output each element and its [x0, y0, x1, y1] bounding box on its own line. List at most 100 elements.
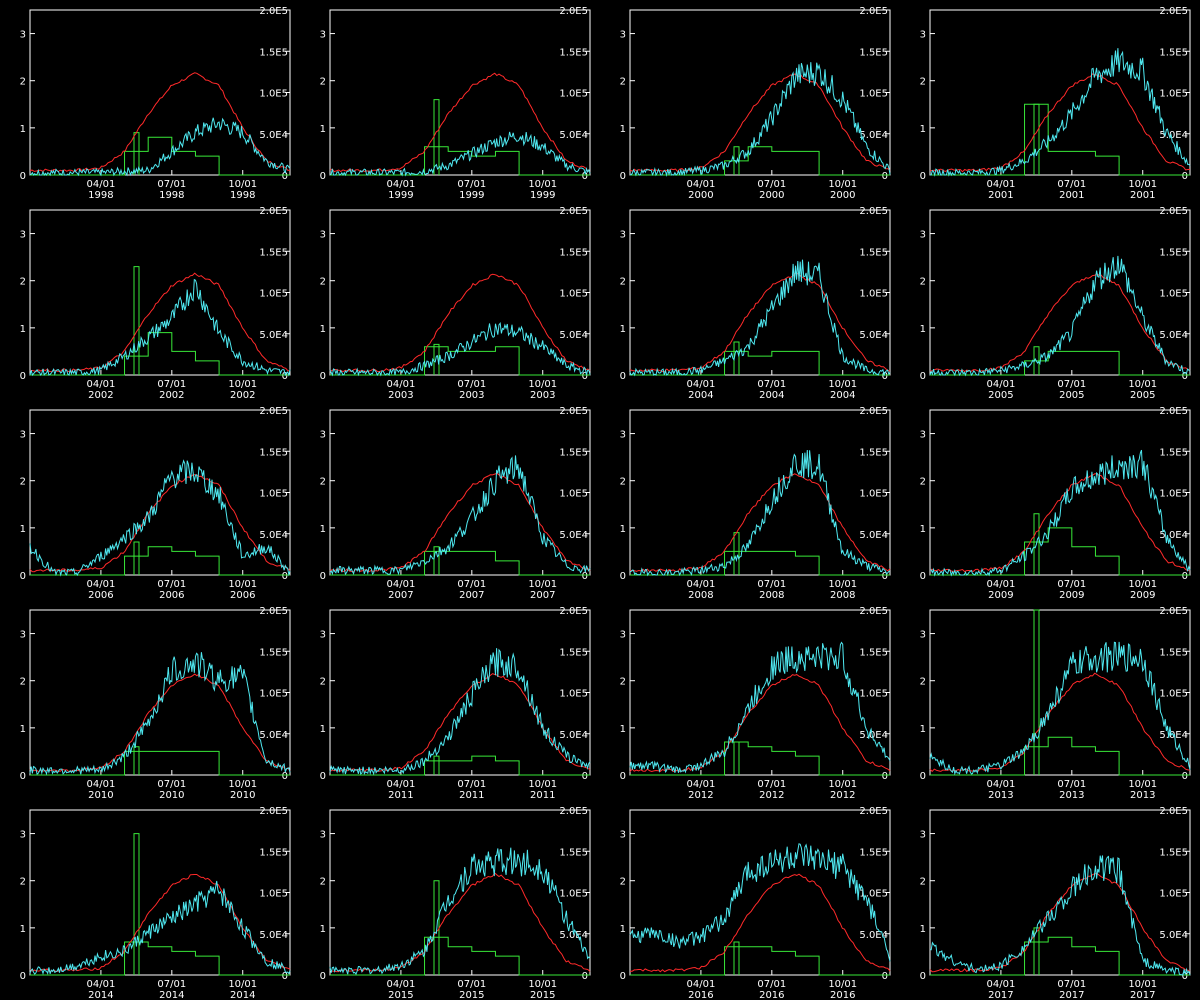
- right-tick-label: 0: [1182, 771, 1188, 782]
- panel-frame-2014: [29, 809, 291, 976]
- left-tick-label: 3: [620, 430, 626, 441]
- x-tick-label: 04/01: [86, 979, 115, 990]
- right-tick-label: 1.5E5: [259, 447, 288, 458]
- x-tick-label: 07/01: [1057, 979, 1086, 990]
- left-tick-label: 0: [320, 971, 326, 982]
- red-series-2001: [929, 73, 1191, 173]
- right-tick-label: 5.0E4: [859, 530, 888, 541]
- right-tick-label: 1.0E5: [1159, 489, 1188, 500]
- left-tick-label: 3: [20, 230, 26, 241]
- left-tick-label: 3: [320, 30, 326, 41]
- right-tick-label: 2.0E5: [859, 206, 888, 217]
- x-tick-year: 1999: [388, 190, 413, 201]
- left-tick-label: 2: [920, 877, 926, 888]
- x-tick-year: 2001: [1130, 190, 1155, 201]
- x-tick-year: 2006: [159, 590, 184, 601]
- right-tick-label: 0: [582, 371, 588, 382]
- panel-frame-1998: [29, 9, 291, 176]
- left-tick-label: 3: [920, 30, 926, 41]
- x-tick-year: 2000: [759, 190, 784, 201]
- x-tick-year: 2015: [388, 990, 413, 1000]
- right-tick-label: 0: [882, 571, 888, 582]
- panel-frame-2002: [29, 209, 291, 376]
- green-spike-2016: [733, 941, 740, 975]
- green-series-1998: [30, 136, 290, 176]
- x-tick-label: 10/01: [828, 979, 857, 990]
- x-tick-label: 04/01: [86, 379, 115, 390]
- panel-frame-2013: [929, 609, 1191, 776]
- x-tick-year: 2003: [530, 390, 555, 401]
- green-spike-1999: [433, 99, 440, 175]
- x-tick-year: 2007: [459, 590, 484, 601]
- x-tick-label: 07/01: [457, 579, 486, 590]
- right-tick-label: 5.0E4: [559, 730, 588, 741]
- x-tick-year: 2014: [230, 990, 255, 1000]
- x-tick-year: 2013: [988, 790, 1013, 801]
- red-series-2008: [629, 473, 891, 573]
- left-tick-label: 2: [620, 77, 626, 88]
- right-tick-label: 0: [882, 971, 888, 982]
- x-tick-year: 2017: [1130, 990, 1155, 1000]
- green-spike-2014: [133, 833, 140, 975]
- x-tick-label: 10/01: [1128, 779, 1157, 790]
- left-tick-label: 1: [920, 524, 926, 535]
- right-tick-label: 1.5E5: [559, 647, 588, 658]
- right-tick-label: 1.5E5: [559, 447, 588, 458]
- right-tick-label: 1.0E5: [259, 89, 288, 100]
- x-tick-year: 1999: [459, 190, 484, 201]
- right-tick-label: 2.0E5: [1159, 606, 1188, 617]
- x-tick-label: 10/01: [228, 979, 257, 990]
- green-series-2004: [630, 350, 890, 376]
- right-tick-label: 5.0E4: [559, 530, 588, 541]
- red-series-2002: [29, 272, 291, 373]
- x-tick-label: 07/01: [1057, 179, 1086, 190]
- right-tick-label: 1.0E5: [859, 889, 888, 900]
- left-tick-label: 1: [320, 324, 326, 335]
- green-series-2005: [930, 350, 1190, 376]
- left-tick-label: 2: [320, 677, 326, 688]
- left-tick-label: 3: [920, 830, 926, 841]
- x-tick-year: 2008: [830, 590, 855, 601]
- x-tick-year: 2009: [988, 590, 1013, 601]
- panel-frame-2007: [329, 409, 591, 576]
- x-tick-label: 07/01: [757, 779, 786, 790]
- x-tick-year: 2000: [830, 190, 855, 201]
- right-tick-label: 5.0E4: [1159, 530, 1188, 541]
- x-tick-year: 2014: [88, 990, 113, 1000]
- right-tick-label: 5.0E4: [259, 130, 288, 141]
- right-tick-label: 2.0E5: [1159, 206, 1188, 217]
- x-tick-label: 07/01: [1057, 379, 1086, 390]
- left-tick-label: 3: [320, 430, 326, 441]
- right-tick-label: 1.0E5: [259, 889, 288, 900]
- x-tick-year: 2015: [530, 990, 555, 1000]
- x-tick-label: 10/01: [828, 779, 857, 790]
- left-tick-label: 0: [320, 571, 326, 582]
- left-tick-label: 1: [620, 524, 626, 535]
- x-tick-year: 2013: [1059, 790, 1084, 801]
- right-tick-label: 5.0E4: [259, 330, 288, 341]
- x-tick-label: 10/01: [528, 979, 557, 990]
- left-tick-label: 1: [20, 724, 26, 735]
- left-tick-label: 3: [620, 230, 626, 241]
- x-tick-year: 2015: [459, 990, 484, 1000]
- left-tick-label: 2: [320, 877, 326, 888]
- left-tick-label: 2: [920, 77, 926, 88]
- right-tick-label: 0: [882, 371, 888, 382]
- cyan-series-2007: [329, 455, 591, 576]
- red-series-2016: [630, 873, 891, 973]
- left-tick-label: 2: [20, 477, 26, 488]
- x-tick-year: 2004: [830, 390, 855, 401]
- right-tick-label: 5.0E4: [859, 330, 888, 341]
- right-tick-label: 1.5E5: [859, 47, 888, 58]
- right-tick-label: 2.0E5: [259, 806, 288, 817]
- left-tick-label: 2: [20, 77, 26, 88]
- right-tick-label: 1.0E5: [859, 289, 888, 300]
- left-tick-label: 1: [620, 724, 626, 735]
- green-series-2000: [630, 146, 890, 176]
- red-series-2017: [929, 872, 1191, 973]
- x-tick-year: 1999: [530, 190, 555, 201]
- right-tick-label: 5.0E4: [1159, 330, 1188, 341]
- red-series-1998: [29, 72, 291, 173]
- left-tick-label: 0: [620, 571, 626, 582]
